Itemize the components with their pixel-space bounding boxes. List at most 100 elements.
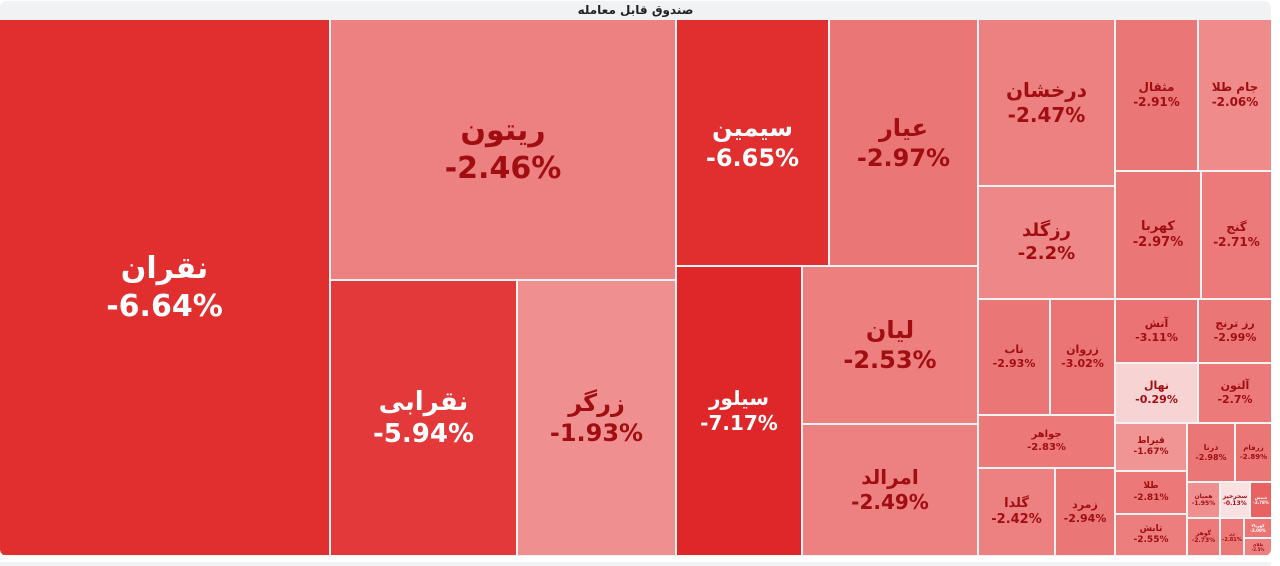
tile-symbol: آلتون [1220,379,1250,393]
treemap-tile[interactable]: نقران -6.64% [0,20,329,555]
treemap-tile[interactable]: زرفام -2.89% [1236,424,1271,481]
tile-symbol: رزگلد [1022,220,1071,241]
treemap-tile[interactable]: لیان -2.53% [803,267,977,423]
tile-change-percent: -2.7% [1217,393,1253,406]
treemap-tile[interactable]: جام طلا -2.06% [1199,20,1271,170]
treemap-tile[interactable]: زروان -3.02% [1051,300,1114,414]
tile-symbol: آتش [1144,317,1169,331]
tile-symbol: درنا [1203,442,1219,452]
treemap-tile[interactable]: رز ترنج -2.99% [1199,300,1271,362]
tile-symbol: نقرابی [378,386,469,417]
tile-symbol: نقران [120,251,209,286]
treemap-tile[interactable]: سیلور -7.17% [677,267,801,555]
tile-change-percent: -2.71% [1213,235,1260,249]
treemap-tile[interactable]: همیان -1.95% [1188,483,1219,517]
tile-symbol: کهربا۲ [1251,523,1265,528]
tile-symbol: شمش [1254,495,1268,500]
treemap-tile[interactable]: درنا -2.98% [1188,424,1234,481]
tile-symbol: طلای [1252,542,1264,547]
tile-change-percent: -1.95% [1191,500,1216,507]
tile-change-percent: -2.06% [1211,95,1259,109]
treemap-tile[interactable]: ریتون -2.46% [331,20,675,279]
treemap-tile[interactable]: ناب -2.93% [979,300,1049,414]
tile-symbol: جواهر [1031,429,1062,440]
tile-change-percent: -2.55% [1133,535,1169,545]
tile-change-percent: -3.11% [1135,331,1178,344]
treemap-tile[interactable]: کهربا -2.97% [1116,172,1200,298]
tile-change-percent: -2.94% [1063,512,1107,525]
tile-symbol: لیان [865,316,915,344]
tile-symbol: جام طلا [1211,80,1259,94]
treemap-tile[interactable]: قیراط -1.67% [1116,424,1186,470]
treemap-tile[interactable]: گوهر -2.73% [1188,519,1219,555]
treemap-tile[interactable]: کهربا۲ -3.00% [1245,519,1271,537]
tile-change-percent: -2.97% [856,143,951,172]
treemap-tile[interactable]: سحرخیز -0.13% [1221,483,1249,517]
tile-change-percent: -2.2% [1017,242,1076,264]
tile-symbol: زرگر [568,389,625,417]
tile-symbol: گلدا [1004,495,1029,511]
treemap: نقران -6.64% ریتون -2.46% نقرابی -5.94% زرگر -1… [0,20,1271,556]
footer-divider [0,562,1271,566]
treemap-tile[interactable]: عیار -2.97% [830,20,977,265]
tile-change-percent: -2.91% [1133,95,1180,109]
tile-symbol: سیمین [712,113,793,142]
tile-change-percent: -3.78% [1253,500,1269,505]
tile-change-percent: -6.65% [705,143,800,172]
tile-change-percent: -2.89% [1239,452,1268,461]
treemap-tile[interactable]: گلدا -2.42% [979,469,1054,555]
tile-symbol: مثقال [1138,80,1175,94]
tile-symbol: تابش [1139,523,1163,534]
tile-symbol: قیراط [1137,435,1165,446]
tile-symbol: رز ترنج [1215,317,1255,331]
treemap-tile[interactable]: طلای -2.5% [1245,539,1271,555]
tile-change-percent: -2.99% [1213,331,1257,344]
tile-symbol: زرفام [1243,443,1264,452]
chart-title-bar: صندوق قابل معامله [0,1,1271,20]
treemap-tile[interactable]: آتش -3.11% [1116,300,1197,362]
treemap-tile[interactable]: نقرابی -5.94% [331,281,516,555]
treemap-tile[interactable]: زرگر -1.93% [518,281,675,555]
tile-change-percent: -1.67% [1133,447,1169,457]
treemap-tile[interactable]: جواهر -2.83% [979,416,1114,467]
tile-change-percent: -2.73% [1191,537,1216,544]
tile-symbol: ناب [1004,343,1024,357]
treemap-tile[interactable]: نهال -0.29% [1116,364,1197,422]
tile-symbol: همیان [1194,492,1213,500]
treemap-tile[interactable]: زر -2.81% [1221,519,1243,555]
treemap-tile[interactable]: امرالد -2.49% [803,425,977,555]
tile-change-percent: -2.83% [1027,441,1066,453]
tile-change-percent: -0.29% [1135,393,1178,406]
treemap-tile[interactable]: رزگلد -2.2% [979,187,1114,298]
tile-symbol: زمرد [1072,498,1098,512]
tile-change-percent: -7.17% [700,411,778,435]
treemap-tile[interactable]: شمش -3.78% [1251,483,1271,517]
tile-symbol: زر [1229,530,1235,537]
treemap-tile[interactable]: سیمین -6.65% [677,20,828,265]
tile-change-percent: -2.81% [1133,492,1169,503]
tile-symbol: امرالد [861,465,919,489]
treemap-tile[interactable]: تابش -2.55% [1116,515,1186,555]
tile-change-percent: -2.47% [1007,102,1086,127]
treemap-tile[interactable]: طلا -2.81% [1116,472,1186,513]
treemap-tile[interactable]: درخشان -2.47% [979,20,1114,185]
tile-change-percent: -3.00% [1250,528,1266,533]
tile-symbol: زروان [1066,343,1099,357]
treemap-tile[interactable]: مثقال -2.91% [1116,20,1197,170]
treemap-tile[interactable]: گنج -2.71% [1202,172,1271,298]
tile-change-percent: -2.5% [1251,547,1265,552]
tile-change-percent: -2.97% [1132,235,1184,250]
tile-symbol: نهال [1143,379,1170,393]
chart-title: صندوق قابل معامله [577,3,694,17]
tile-change-percent: -0.13% [1223,500,1247,507]
tile-symbol: گوهر [1195,529,1212,537]
tile-symbol: سیلور [708,386,770,410]
tile-change-percent: -2.53% [843,346,937,374]
treemap-tile[interactable]: زمرد -2.94% [1056,469,1114,555]
tile-change-percent: -2.42% [991,512,1042,527]
treemap-tile[interactable]: آلتون -2.7% [1199,364,1271,422]
tile-symbol: سحرخیز [1222,492,1248,500]
tile-change-percent: -3.02% [1061,357,1104,370]
tile-change-percent: -1.93% [549,419,644,447]
tile-change-percent: -5.94% [373,419,474,449]
